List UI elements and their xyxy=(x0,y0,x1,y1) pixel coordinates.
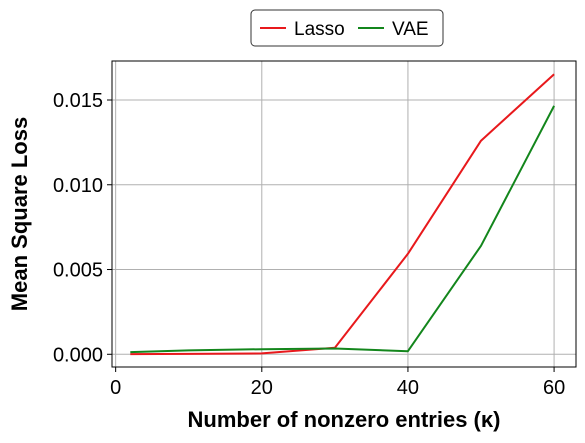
plot-area-frame xyxy=(111,60,577,368)
x-axis-label: Number of nonzero entries (κ) xyxy=(188,407,501,432)
legend: Lasso VAE xyxy=(250,9,444,47)
series-lines xyxy=(130,73,555,356)
y-axis-label: Mean Square Loss xyxy=(7,117,32,311)
y-tick-label: 0.015 xyxy=(53,90,103,112)
x-tick-label: 20 xyxy=(251,377,273,399)
axis-ticks: 0 20 40 60 0.000 0.005 0.010 0.015 xyxy=(53,90,565,399)
legend-label-lasso: Lasso xyxy=(294,19,345,40)
series-line-vae xyxy=(130,105,555,354)
legend-box xyxy=(250,9,444,47)
y-tick-label: 0.000 xyxy=(53,344,103,366)
legend-label-vae: VAE xyxy=(392,19,429,40)
y-tick-label: 0.010 xyxy=(53,175,103,197)
y-tick-label: 0.005 xyxy=(53,260,103,282)
x-tick-label: 60 xyxy=(543,377,565,399)
series-line-lasso xyxy=(130,73,555,356)
x-tick-label: 40 xyxy=(397,377,419,399)
x-tick-label: 0 xyxy=(110,377,121,399)
grid-lines xyxy=(112,61,576,367)
